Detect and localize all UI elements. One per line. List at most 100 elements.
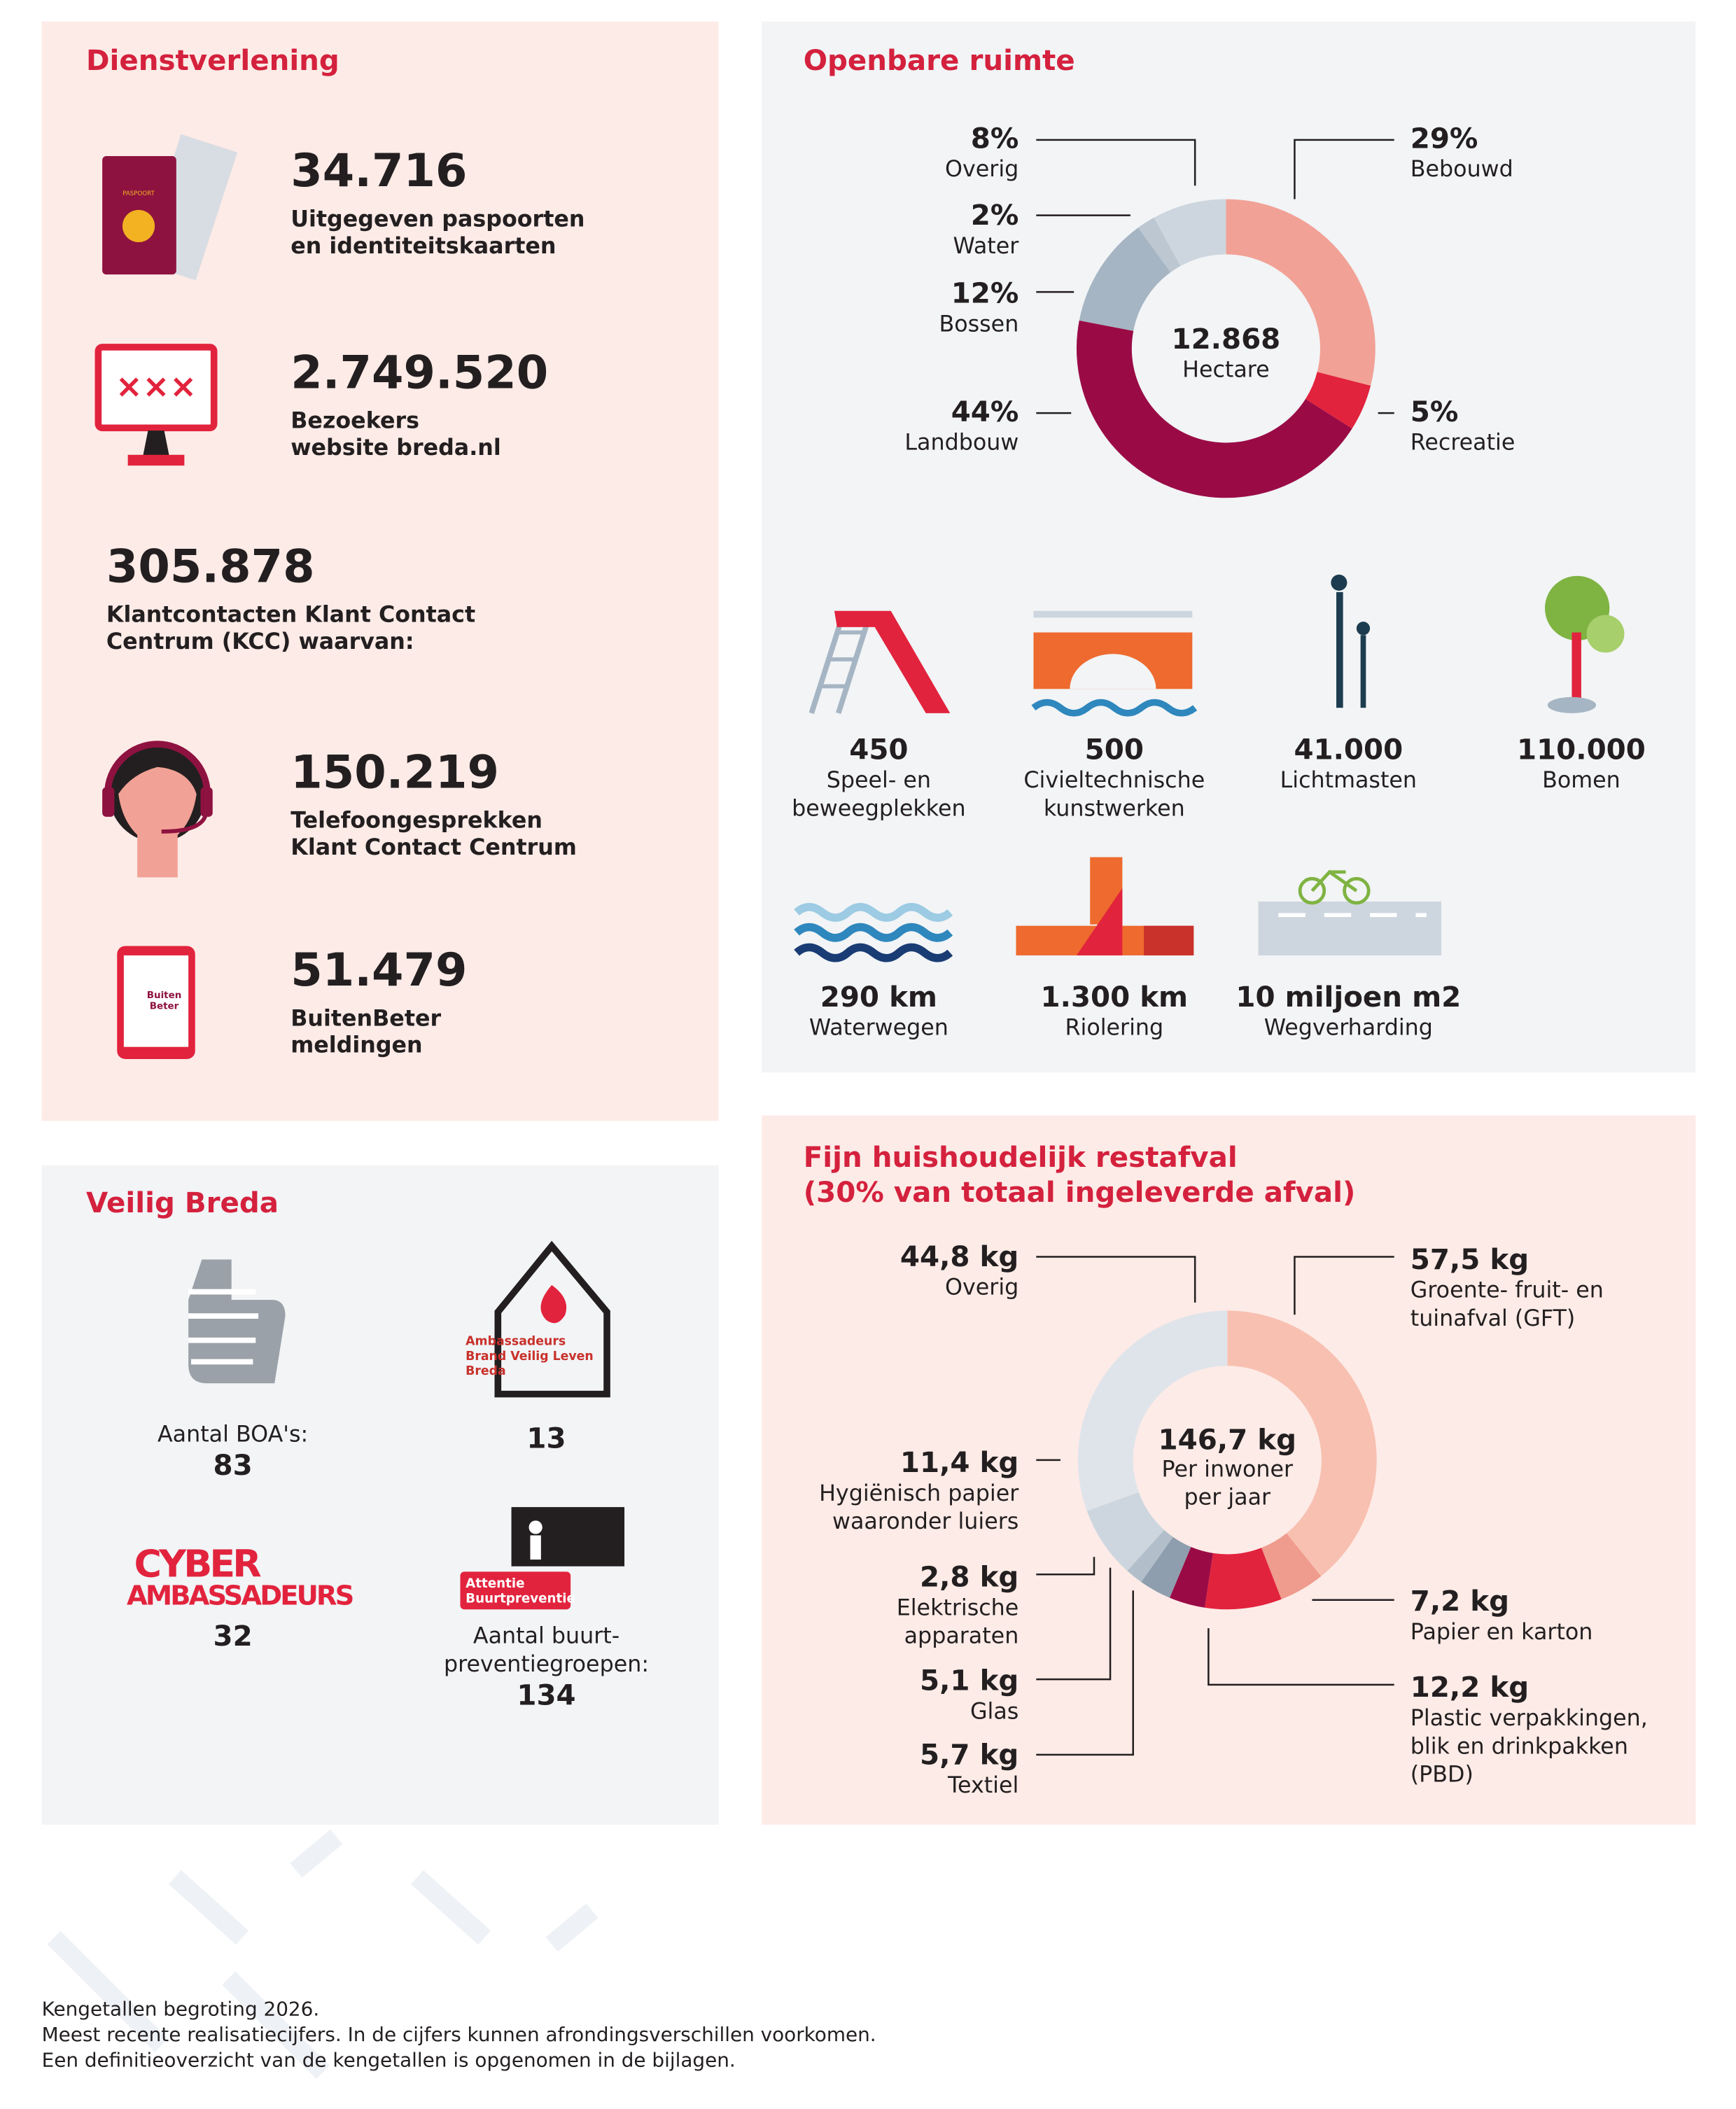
donut-segment — [1226, 199, 1376, 386]
donut-segment — [1079, 227, 1171, 331]
data-label: 5,7 kg — [920, 1738, 1018, 1771]
center-label: Per inwoner — [1162, 1457, 1294, 1482]
center-label: Hectare — [1182, 358, 1270, 383]
logo-text: Ambassadeurs — [465, 1335, 566, 1349]
leader-line — [1036, 1256, 1196, 1303]
data-label: 8% — [971, 122, 1019, 155]
category-label: blik en drinkpakken — [1410, 1734, 1628, 1759]
app-logo-text: Beter — [150, 1001, 179, 1011]
stat-value: 150.219 — [290, 745, 499, 799]
stat-label: meldingen — [290, 1033, 422, 1058]
data-label: 11,4 kg — [900, 1446, 1018, 1479]
footnote: Kengetallen begroting 2026. — [42, 1998, 320, 2021]
donut-segment — [1127, 1529, 1173, 1583]
stat-value: 34.716 — [290, 144, 467, 197]
logo-text: Brand Veilig Leven — [465, 1350, 594, 1364]
donut-segment — [1138, 217, 1181, 273]
stat-label: Klantcontacten Klant Contact — [106, 603, 475, 628]
donut-segment — [1077, 1310, 1228, 1511]
stat-label: Uitgegeven paspoorten — [290, 206, 584, 232]
data-label: 44,8 kg — [900, 1240, 1018, 1273]
leader-line — [1036, 1590, 1134, 1756]
section-title: Dienstverlening — [86, 44, 340, 77]
stat-value: 450 — [849, 733, 908, 766]
stat-label: en identiteitskaarten — [290, 234, 556, 259]
stat-value: 500 — [1085, 733, 1144, 766]
category-label: Groente- fruit- en — [1410, 1278, 1604, 1303]
stat-label: Riolering — [1065, 1016, 1163, 1041]
svg-text:×××: ××× — [115, 367, 197, 405]
stat-label: Klant Contact Centrum — [290, 835, 577, 860]
stat-value: 51.479 — [290, 944, 467, 997]
leader-line — [1036, 1567, 1112, 1681]
category-label: Plastic verpakkingen, — [1410, 1706, 1648, 1731]
data-label: 44% — [951, 395, 1019, 428]
data-label: 12,2 kg — [1410, 1671, 1529, 1704]
leader-line — [1294, 1256, 1394, 1315]
stat-label: Wegverharding — [1264, 1016, 1433, 1041]
icon-neighbourhood — [460, 1507, 625, 1610]
stat-label: Centrum (KCC) waarvan: — [106, 629, 414, 654]
icon-road — [1258, 869, 1441, 955]
stat-value: 290 km — [820, 981, 937, 1014]
stat-label: Aantal buurt- — [473, 1624, 620, 1649]
section-title: Fijn huishoudelijk restafval — [804, 1141, 1238, 1174]
donut-segment — [1169, 1546, 1213, 1608]
leader-line — [1208, 1628, 1394, 1686]
category-label: Overig — [945, 1275, 1018, 1301]
section-title: Veilig Breda — [86, 1186, 279, 1219]
stat-value: 83 — [214, 1449, 253, 1482]
icon-headset — [102, 741, 213, 878]
leader-line — [1036, 1557, 1096, 1576]
stat-label: Aantal BOA's: — [158, 1422, 308, 1447]
passport-text: PASPOORT — [122, 190, 155, 197]
donut-segment — [1076, 320, 1352, 498]
stat-value: 110.000 — [1517, 733, 1646, 766]
category-label: Landbouw — [904, 430, 1018, 455]
category-label: Glas — [970, 1699, 1018, 1724]
stat-value: 305.878 — [106, 540, 315, 593]
category-label: Textiel — [947, 1773, 1018, 1798]
app-logo-text: Buiten — [147, 990, 182, 1001]
data-label: 29% — [1410, 122, 1478, 155]
data-label: 57,5 kg — [1410, 1243, 1529, 1276]
footnote: Een definitieoverzicht van de kengetalle… — [42, 2049, 736, 2072]
icon-house — [494, 1240, 610, 1398]
center-label: 12.868 — [1172, 323, 1281, 356]
donut-segment — [1154, 199, 1226, 266]
donut-segment — [1204, 1548, 1282, 1610]
icon-slide — [808, 610, 951, 715]
stat-value: 1.300 km — [1041, 981, 1189, 1014]
category-label: Overig — [945, 157, 1018, 182]
icon-passport: PASPOORT — [102, 134, 238, 281]
stat-value: 13 — [526, 1422, 566, 1455]
icon-monitor: ××× — [94, 344, 218, 466]
logo-text: AMBASSADEURS — [127, 1580, 353, 1611]
category-label: Elektrische — [897, 1595, 1019, 1620]
stat-label: kunstwerken — [1044, 796, 1185, 821]
data-label: 2,8 kg — [920, 1561, 1018, 1594]
stat-label: Bomen — [1542, 768, 1620, 793]
badge-text: Attentie — [465, 1576, 524, 1591]
stat-label: beweegplekken — [792, 796, 965, 821]
stat-label: Lichtmasten — [1280, 768, 1417, 793]
stat-label: Telefoongesprekken — [290, 808, 542, 834]
stat-label: website breda.nl — [290, 435, 500, 461]
stat-value: 41.000 — [1294, 733, 1403, 766]
category-label: Papier en karton — [1410, 1620, 1593, 1645]
data-label: 2% — [971, 199, 1019, 232]
category-label: Bossen — [939, 311, 1018, 337]
stat-label: BuitenBeter — [290, 1006, 441, 1031]
logo-text: Breda — [465, 1364, 506, 1378]
data-label: 5% — [1410, 395, 1459, 428]
stat-label: Bezoekers — [290, 409, 419, 434]
stat-label: Civieltechnische — [1023, 768, 1205, 793]
footnote: Meest recente realisatiecijfers. In de c… — [42, 2023, 876, 2046]
panel-restafval — [762, 1115, 1696, 1825]
data-label: 7,2 kg — [1410, 1585, 1509, 1618]
donut-segment — [1261, 1533, 1322, 1599]
stat-value: 2.749.520 — [290, 346, 548, 400]
category-label: (PBD) — [1410, 1763, 1474, 1788]
donut-segment — [1086, 1492, 1165, 1571]
